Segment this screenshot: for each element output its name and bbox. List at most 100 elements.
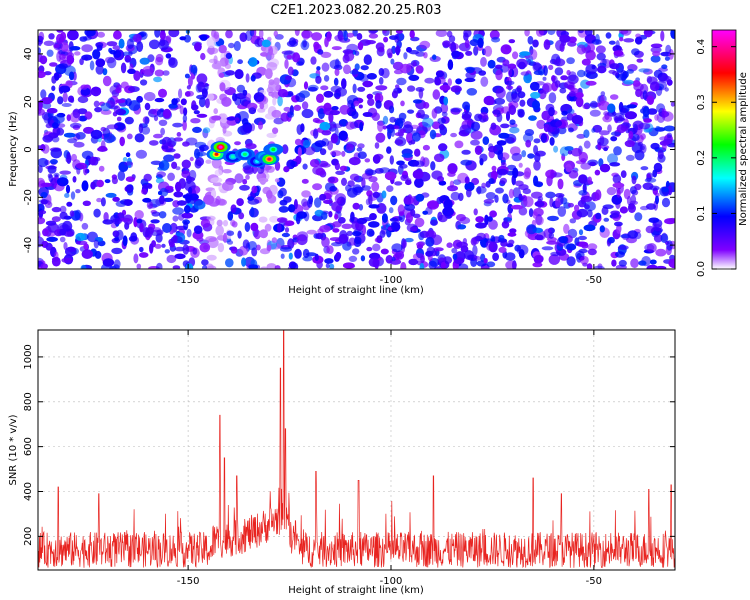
- heat-cell: [534, 234, 544, 241]
- heat-cell: [102, 258, 115, 267]
- heat-cell: [634, 183, 642, 191]
- heat-cell: [155, 56, 164, 66]
- heat-cell: [238, 212, 245, 220]
- heat-cell: [245, 73, 250, 83]
- heat-cell: [371, 112, 380, 121]
- heat-cell: [188, 186, 193, 195]
- heat-cell: [395, 30, 403, 34]
- heat-cell: [339, 104, 350, 115]
- heat-cell: [638, 68, 650, 73]
- heat-cell: [100, 197, 106, 207]
- heat-cell: [284, 59, 289, 69]
- heat-cell: [474, 113, 483, 122]
- heat-cell: [450, 41, 457, 53]
- heat-cell: [342, 262, 355, 269]
- heat-cell: [638, 122, 651, 130]
- heat-cell: [234, 117, 240, 123]
- heat-cell: [567, 150, 573, 155]
- heat-cell: [415, 51, 426, 57]
- heat-cell: [487, 216, 493, 222]
- heat-cell: [167, 172, 176, 181]
- heat-cell: [650, 43, 663, 49]
- heat-cell: [624, 111, 637, 120]
- heat-cell: [480, 56, 487, 67]
- heat-cell: [471, 121, 481, 132]
- heat-cell: [607, 124, 612, 133]
- heat-cell: [38, 230, 41, 239]
- heat-cell: [495, 69, 503, 81]
- heat-cell: [290, 160, 298, 168]
- heat-cell: [597, 65, 607, 74]
- heat-cell: [612, 174, 622, 184]
- heat-cell: [191, 104, 199, 111]
- heat-cell: [182, 194, 193, 199]
- heat-cell: [619, 206, 629, 214]
- heat-cell: [39, 55, 48, 65]
- heat-cell: [473, 45, 479, 56]
- heat-cell: [308, 195, 314, 205]
- heat-cell: [612, 71, 619, 76]
- heat-cell: [438, 214, 448, 223]
- heat-cell: [284, 227, 290, 233]
- heat-cell: [624, 140, 635, 148]
- heat-cell: [232, 93, 238, 102]
- heat-cell: [38, 100, 43, 111]
- heat-cell: [659, 140, 670, 146]
- heat-cell: [294, 138, 302, 146]
- heat-cell: [549, 137, 555, 146]
- heat-cell: [610, 94, 619, 100]
- heat-cell: [416, 244, 423, 250]
- heat-cell: [116, 116, 122, 122]
- heat-cell: [218, 44, 227, 54]
- heat-cell: [287, 238, 295, 249]
- heat-cell: [100, 126, 107, 132]
- heat-cell: [461, 149, 471, 155]
- heat-cell: [520, 71, 530, 76]
- heat-cell: [51, 85, 56, 92]
- heat-cell: [378, 68, 385, 76]
- heat-cell: [568, 36, 577, 43]
- heat-cell: [250, 75, 256, 82]
- heat-cell: [134, 133, 145, 143]
- heat-cell: [174, 246, 186, 252]
- heat-cell: [193, 200, 206, 210]
- heat-cell: [559, 87, 567, 94]
- heat-cell: [153, 133, 163, 139]
- heat-cell: [652, 50, 661, 57]
- heat-cell: [154, 30, 161, 38]
- heat-cell: [324, 258, 334, 264]
- heat-cell: [500, 123, 510, 129]
- heat-cell: [587, 243, 598, 251]
- heat-cell: [158, 211, 167, 219]
- heat-cell: [162, 70, 170, 76]
- y-tick-label: 600: [23, 437, 34, 456]
- heat-cell: [94, 107, 102, 113]
- heat-cell: [302, 248, 310, 259]
- heat-cell: [422, 144, 430, 151]
- heat-cell: [466, 88, 478, 96]
- heat-cell: [277, 95, 283, 107]
- heat-cell: [274, 265, 281, 269]
- colorbar-tick-label: 0.3: [696, 94, 707, 110]
- heat-cell: [361, 185, 372, 191]
- heat-cell: [163, 197, 174, 202]
- heat-cell: [172, 207, 185, 215]
- y-tick-label: 20: [23, 95, 34, 108]
- heat-cell: [354, 50, 360, 56]
- heat-cell: [535, 150, 546, 157]
- heat-cell: [122, 157, 128, 162]
- heat-cell: [176, 200, 187, 206]
- heat-cell: [366, 246, 373, 252]
- heat-cell: [264, 68, 273, 79]
- heat-cell: [403, 196, 414, 205]
- heat-cell: [495, 187, 504, 194]
- heat-cell: [219, 82, 226, 92]
- heat-cell: [502, 59, 510, 67]
- heat-cell: [657, 149, 664, 160]
- heat-cell: [192, 247, 198, 255]
- heat-cell: [583, 224, 596, 232]
- heat-cell: [518, 162, 523, 168]
- heat-cell: [281, 232, 290, 238]
- heat-cell: [412, 99, 423, 104]
- heat-cell: [186, 85, 191, 90]
